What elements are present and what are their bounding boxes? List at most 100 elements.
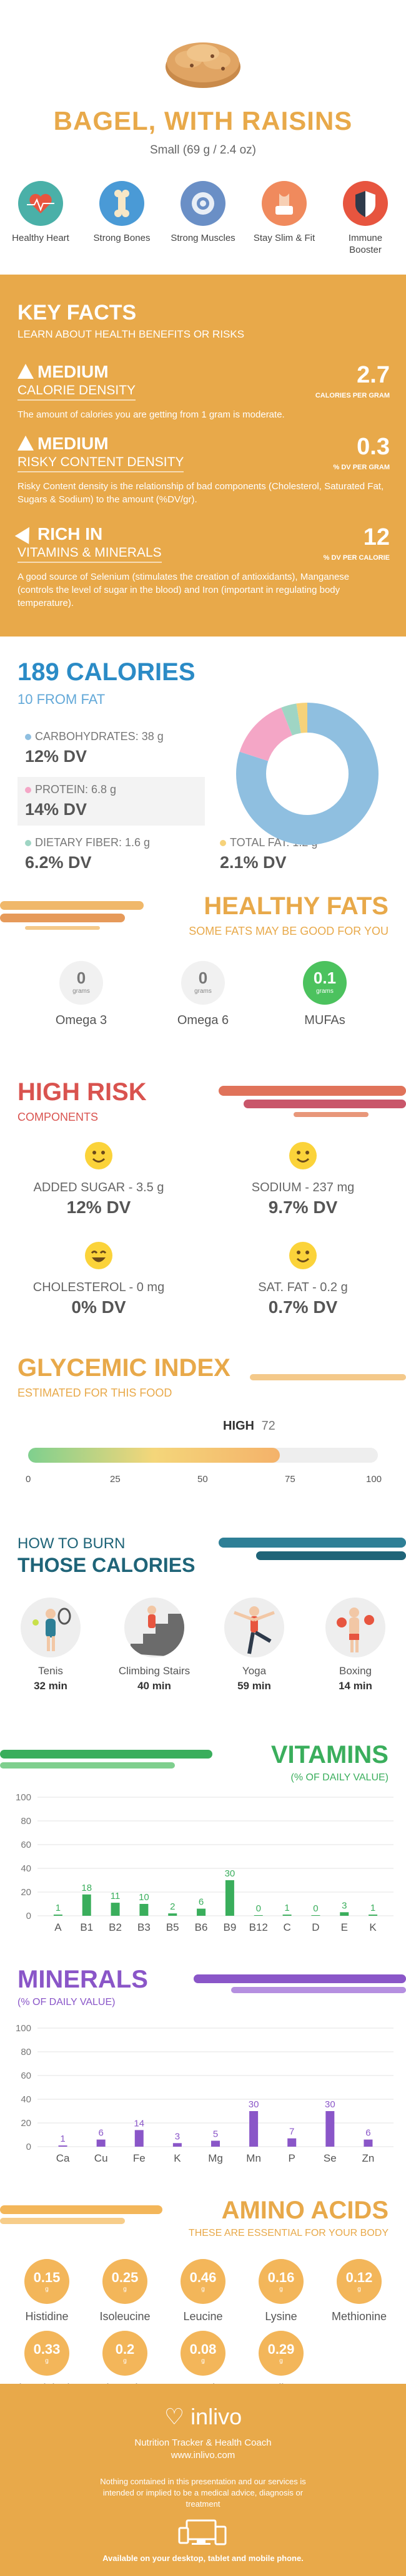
fact-name: CALORIE DENSITY [17,383,136,401]
x-tick-label: Zn [362,2152,375,2164]
amino-value: 0.46 [189,2270,217,2285]
scale-icon [262,181,307,226]
x-tick-label: B9 [224,1921,237,1933]
bar [139,1904,149,1916]
footer-available: Available on your desktop, tablet and mo… [102,2554,304,2563]
y-tick-label: 80 [21,2047,31,2057]
risk-dv: 0% DV [71,1297,126,1317]
bar [58,2145,67,2147]
amino-value: 0.25 [111,2270,139,2285]
calorie-donut-chart [236,703,379,845]
x-tick-label: Ca [56,2152,70,2164]
activity-name: Boxing [339,1665,372,1677]
bar-value-label: 14 [134,2118,144,2129]
amino-value: 0.29 [267,2341,295,2357]
stairs-icon [124,1598,184,1657]
x-tick-label: Mg [208,2152,223,2164]
fat-value: 0 [198,968,208,987]
bar [254,1915,263,1916]
calories-section: 189 CALORIES 10 FROM FAT CARBOHYDRATES: … [0,637,406,886]
key-facts-section: KEY FACTS LEARN ABOUT HEALTH BENEFITS OR… [0,275,406,637]
activity-minutes: 32 min [34,1680,67,1692]
fat-unit: grams [194,988,212,995]
amino-name: Isoleucine [99,2310,151,2323]
nutrient-dv: 14% DV [25,800,87,819]
bar-value-label: 18 [81,1883,92,1893]
footer-url[interactable]: www.inlivo.com [171,2450,235,2461]
amino-acid-item: 0.12 g Methionine [322,2259,397,2323]
amino-value-circle: 0.46 g [181,2259,225,2304]
amino-value-circle: 0.25 g [102,2259,147,2304]
fat-value-circle: 0 grams [181,961,225,1005]
brand-name: inlivo [191,2404,242,2429]
bar [111,1903,120,1916]
activity-minutes: 40 min [137,1680,171,1692]
x-tick-label: B12 [249,1921,268,1933]
amino-unit: g [279,2358,283,2364]
amino-acid-item: 0.25 g Isoleucine [87,2259,162,2323]
y-tick-label: 60 [21,2071,31,2081]
decorative-stripes [0,1750,212,1769]
x-tick-label: K [369,1921,377,1933]
y-tick-label: 40 [21,2094,31,2105]
x-tick-label: B1 [80,1921,93,1933]
benefit-label: Strong Bones [93,233,151,243]
vitamins-section: VITAMINS (% OF DAILY VALUE) 0 20 40 60 80 100… [0,1735,406,1959]
footer-tagline: Nutrition Tracker & Health Coach [134,2437,272,2448]
glycemic-tick: 0 [26,1474,31,1485]
x-tick-label: Cu [94,2152,108,2164]
fact-level: MEDIUM [37,434,109,453]
decorative-stripes [0,901,144,930]
fact-value: 0.3 [357,434,390,460]
bar-value-label: 0 [256,1903,261,1914]
bar-value-label: 30 [325,2099,335,2110]
risk-dv: 12% DV [66,1198,131,1217]
healthy-fats-title: HEALTHY FATS [204,892,389,920]
glycemic-tick: 25 [110,1474,121,1485]
fat-value-circle: 0 grams [59,961,103,1005]
nutrient-label: PROTEIN: 6.8 g [35,783,117,796]
amino-value: 0.2 [115,2341,135,2357]
food-title: BAGEL, WITH RAISINS [53,106,353,135]
activity-name: Yoga [242,1665,267,1677]
bar [282,1915,292,1916]
y-tick-label: 100 [16,1792,31,1803]
fact-calorie-density: MEDIUM CALORIE DENSITY 2.7 CALORIES PER … [17,362,390,421]
vitamins-subtitle: (% OF DAILY VALUE) [290,1772,389,1783]
legend-dot [220,840,226,846]
glycemic-tick: 50 [197,1474,208,1485]
heart-icon [18,181,63,226]
bar [211,2140,220,2147]
y-tick-label: 0 [26,1911,31,1921]
bar-value-label: 1 [370,1903,375,1913]
risk-label: CHOLESTEROL - 0 mg [32,1281,165,1294]
high-risk-section: HIGH RISK COMPONENTS ADDED SUGAR - 3.5 g… [0,1061,406,1323]
smiley-icon [85,1142,112,1169]
healthy-fats-section: HEALTHY FATS SOME FATS MAY BE GOOD FOR Y… [0,886,406,1036]
amino-acid-item: 0.15 g Histidine [9,2259,84,2323]
bar [134,2130,144,2147]
high-risk-title: HIGH RISK [17,1078,147,1106]
activity-yoga: Yoga 59 min [214,1598,295,1692]
glycemic-subtitle: ESTIMATED FOR THIS FOOD [17,1387,172,1399]
smiley-icon [289,1242,317,1269]
amino-value-circle: 0.29 g [259,2331,304,2376]
amino-name: Lysine [265,2310,297,2323]
bar [225,1880,234,1916]
smiley-icon [289,1142,317,1169]
glycemic-bar [28,1448,378,1463]
risk-sodium: SODIUM - 237 mg 9.7% DV [222,1142,384,1217]
risk-dv: 9.7% DV [268,1198,338,1217]
amino-value-circle: 0.08 g [181,2331,225,2376]
glycemic-index-section: GLYCEMIC INDEX ESTIMATED FOR THIS FOOD H… [0,1342,406,1516]
decorative-stripes [194,1974,406,1993]
muscle-icon [181,181,225,226]
bar [249,2111,259,2147]
fact-description: A good source of Selenium (stimulates th… [17,572,350,608]
fact-name: VITAMINS & MINERALS [17,545,162,563]
bar [369,1915,378,1916]
nutrient-label: DIETARY FIBER: 1.6 g [35,836,151,849]
x-tick-label: A [54,1921,62,1933]
bar-value-label: 6 [199,1897,204,1908]
amino-value: 0.15 [33,2270,61,2285]
